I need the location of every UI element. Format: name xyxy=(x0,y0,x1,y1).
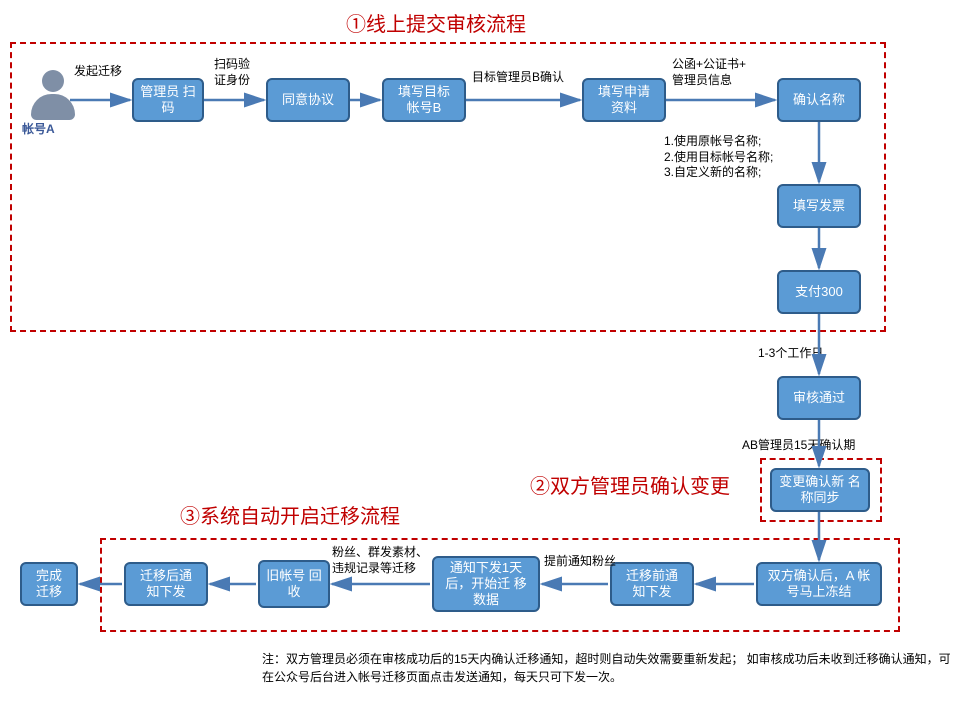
node-freeze: 双方确认后，A 帐号马上冻结 xyxy=(756,562,882,606)
node-agree: 同意协议 xyxy=(266,78,350,122)
label-confirm-b: 目标管理员B确认 xyxy=(472,70,564,86)
node-apply-docs: 填写申请 资料 xyxy=(582,78,666,122)
footnote: 注：双方管理员必须在审核成功后的15天内确认迁移通知，超时则自动失效需要重新发起… xyxy=(262,650,960,686)
label-docs: 公函+公证书+ 管理员信息 xyxy=(672,57,746,88)
label-scan-id: 扫码验 证身份 xyxy=(214,57,250,88)
label-ab-15d: AB管理员15天确认期 xyxy=(742,438,855,454)
title-1: ①线上提交审核流程 xyxy=(346,8,526,37)
title-2: ②双方管理员确认变更 xyxy=(530,470,730,499)
node-confirm-name: 确认名称 xyxy=(777,78,861,122)
node-invoice: 填写发票 xyxy=(777,184,861,228)
node-change-confirm: 变更确认新 名称同步 xyxy=(770,468,870,512)
flowchart-canvas: ①线上提交审核流程 ②双方管理员确认变更 ③系统自动开启迁移流程 帐号A 管理员… xyxy=(0,0,960,720)
node-recycle: 旧帐号 回收 xyxy=(258,560,330,608)
node-admin-scan: 管理员 扫码 xyxy=(132,78,204,122)
avatar-label: 帐号A xyxy=(22,120,55,137)
node-target-account: 填写目标 帐号B xyxy=(382,78,466,122)
label-mig-data: 粉丝、群发素材、 违规记录等迁移 xyxy=(332,545,428,576)
node-post-notify: 迁移后通 知下发 xyxy=(124,562,208,606)
avatar-icon xyxy=(42,70,64,92)
title-3: ③系统自动开启迁移流程 xyxy=(180,500,400,529)
label-pre-fans: 提前通知粉丝 xyxy=(544,554,616,570)
label-name-opts: 1.使用原帐号名称; 2.使用目标帐号名称; 3.自定义新的名称; xyxy=(664,134,773,181)
node-wait-migrate: 通知下发1天 后，开始迁 移数据 xyxy=(432,556,540,612)
node-pre-notify: 迁移前通 知下发 xyxy=(610,562,694,606)
label-start: 发起迁移 xyxy=(74,64,122,80)
node-pay: 支付300 xyxy=(777,270,861,314)
node-done: 完成 迁移 xyxy=(20,562,78,606)
label-1-3-days: 1-3个工作日 xyxy=(758,346,823,362)
node-review-pass: 审核通过 xyxy=(777,376,861,420)
